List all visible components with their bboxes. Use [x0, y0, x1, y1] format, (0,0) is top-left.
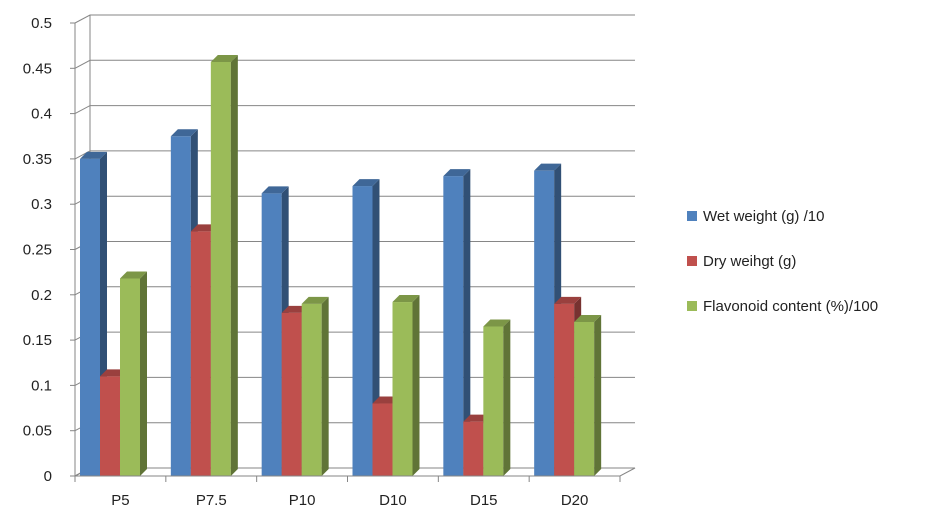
gridline — [74, 59, 635, 69]
bar-side — [140, 271, 147, 476]
y-tick-label: 0.2 — [31, 287, 52, 304]
bar-top — [210, 54, 238, 62]
bar-front — [483, 326, 504, 476]
legend-swatch — [687, 301, 697, 311]
bar-side — [412, 295, 420, 476]
y-tick-label: 0.45 — [23, 60, 52, 77]
bar-side — [463, 169, 471, 476]
axes: 0 0.05 0.1 0.15 0.2 0.25 0.3 0.35 0.4 0.45 0.5 P5 P7… — [23, 15, 621, 509]
y-tick-label: 0.5 — [31, 15, 52, 32]
bar-front — [170, 136, 191, 476]
bar-top — [534, 163, 562, 171]
legend: Wet weight (g) /10 Dry weihgt (g) Flavonoi… — [687, 208, 878, 315]
bar-top — [352, 179, 380, 187]
bar-side — [321, 296, 329, 476]
gridline — [74, 105, 635, 115]
bar — [392, 295, 420, 476]
y-tick-label: 0 — [44, 468, 52, 485]
legend-item: Dry weihgt (g) — [687, 253, 796, 270]
bars — [80, 54, 602, 477]
y-tick-label: 0.05 — [23, 423, 52, 440]
y-tick-label: 0.15 — [23, 332, 52, 349]
y-tick-label: 0.3 — [31, 196, 52, 213]
x-tick-label: D10 — [379, 492, 407, 509]
bar-top — [120, 271, 147, 279]
bar-front — [443, 176, 464, 476]
bar-front — [210, 61, 231, 476]
x-tick-label: P5 — [111, 492, 129, 509]
bar — [443, 169, 471, 476]
x-tick-label: D15 — [470, 492, 498, 509]
gridline — [74, 150, 635, 160]
y-tick-label: 0.1 — [31, 377, 52, 394]
bar — [574, 314, 602, 476]
bar-front — [574, 321, 595, 476]
legend-item: Flavonoid content (%)/100 — [687, 298, 878, 315]
bar-side — [230, 54, 238, 476]
bar-front — [281, 312, 302, 476]
bar-front — [534, 170, 555, 477]
bar-front — [100, 376, 120, 476]
bar-front — [190, 231, 211, 476]
gridline — [74, 14, 635, 24]
y-tick-label: 0.25 — [23, 242, 52, 259]
legend-label: Wet weight (g) /10 — [703, 208, 824, 225]
bar-front — [80, 158, 100, 476]
bar-top — [261, 186, 289, 194]
x-tick-label: P10 — [289, 492, 316, 509]
legend-item: Wet weight (g) /10 — [687, 208, 824, 225]
legend-label: Dry weihgt (g) — [703, 253, 796, 270]
bar-top — [80, 151, 107, 159]
bar-front — [261, 193, 282, 476]
bar-front — [392, 302, 413, 476]
legend-label: Flavonoid content (%)/100 — [703, 298, 878, 315]
y-tick-label: 0.35 — [23, 151, 52, 168]
bar-top — [574, 314, 602, 322]
bar-front — [120, 278, 140, 476]
bar-front — [372, 403, 393, 476]
y-tick-label: 0.4 — [31, 106, 52, 123]
bar-top — [443, 169, 471, 177]
bar-top — [170, 129, 198, 137]
bar — [483, 319, 511, 476]
bar-side — [503, 319, 511, 476]
bar-top — [392, 295, 420, 303]
x-tick-label: P7.5 — [196, 492, 227, 509]
x-tick-label: D20 — [561, 492, 589, 509]
bar — [301, 296, 329, 476]
bar-front — [463, 421, 484, 476]
bar-front — [301, 303, 322, 476]
bar — [210, 54, 238, 476]
bar-side — [594, 314, 602, 476]
legend-swatch — [687, 211, 697, 221]
legend-swatch — [687, 256, 697, 266]
bar-top — [554, 296, 582, 304]
bar-front — [554, 303, 575, 476]
bar-top — [483, 319, 511, 327]
bar — [120, 271, 147, 476]
bar-front — [352, 186, 373, 476]
bar-top — [301, 296, 329, 304]
